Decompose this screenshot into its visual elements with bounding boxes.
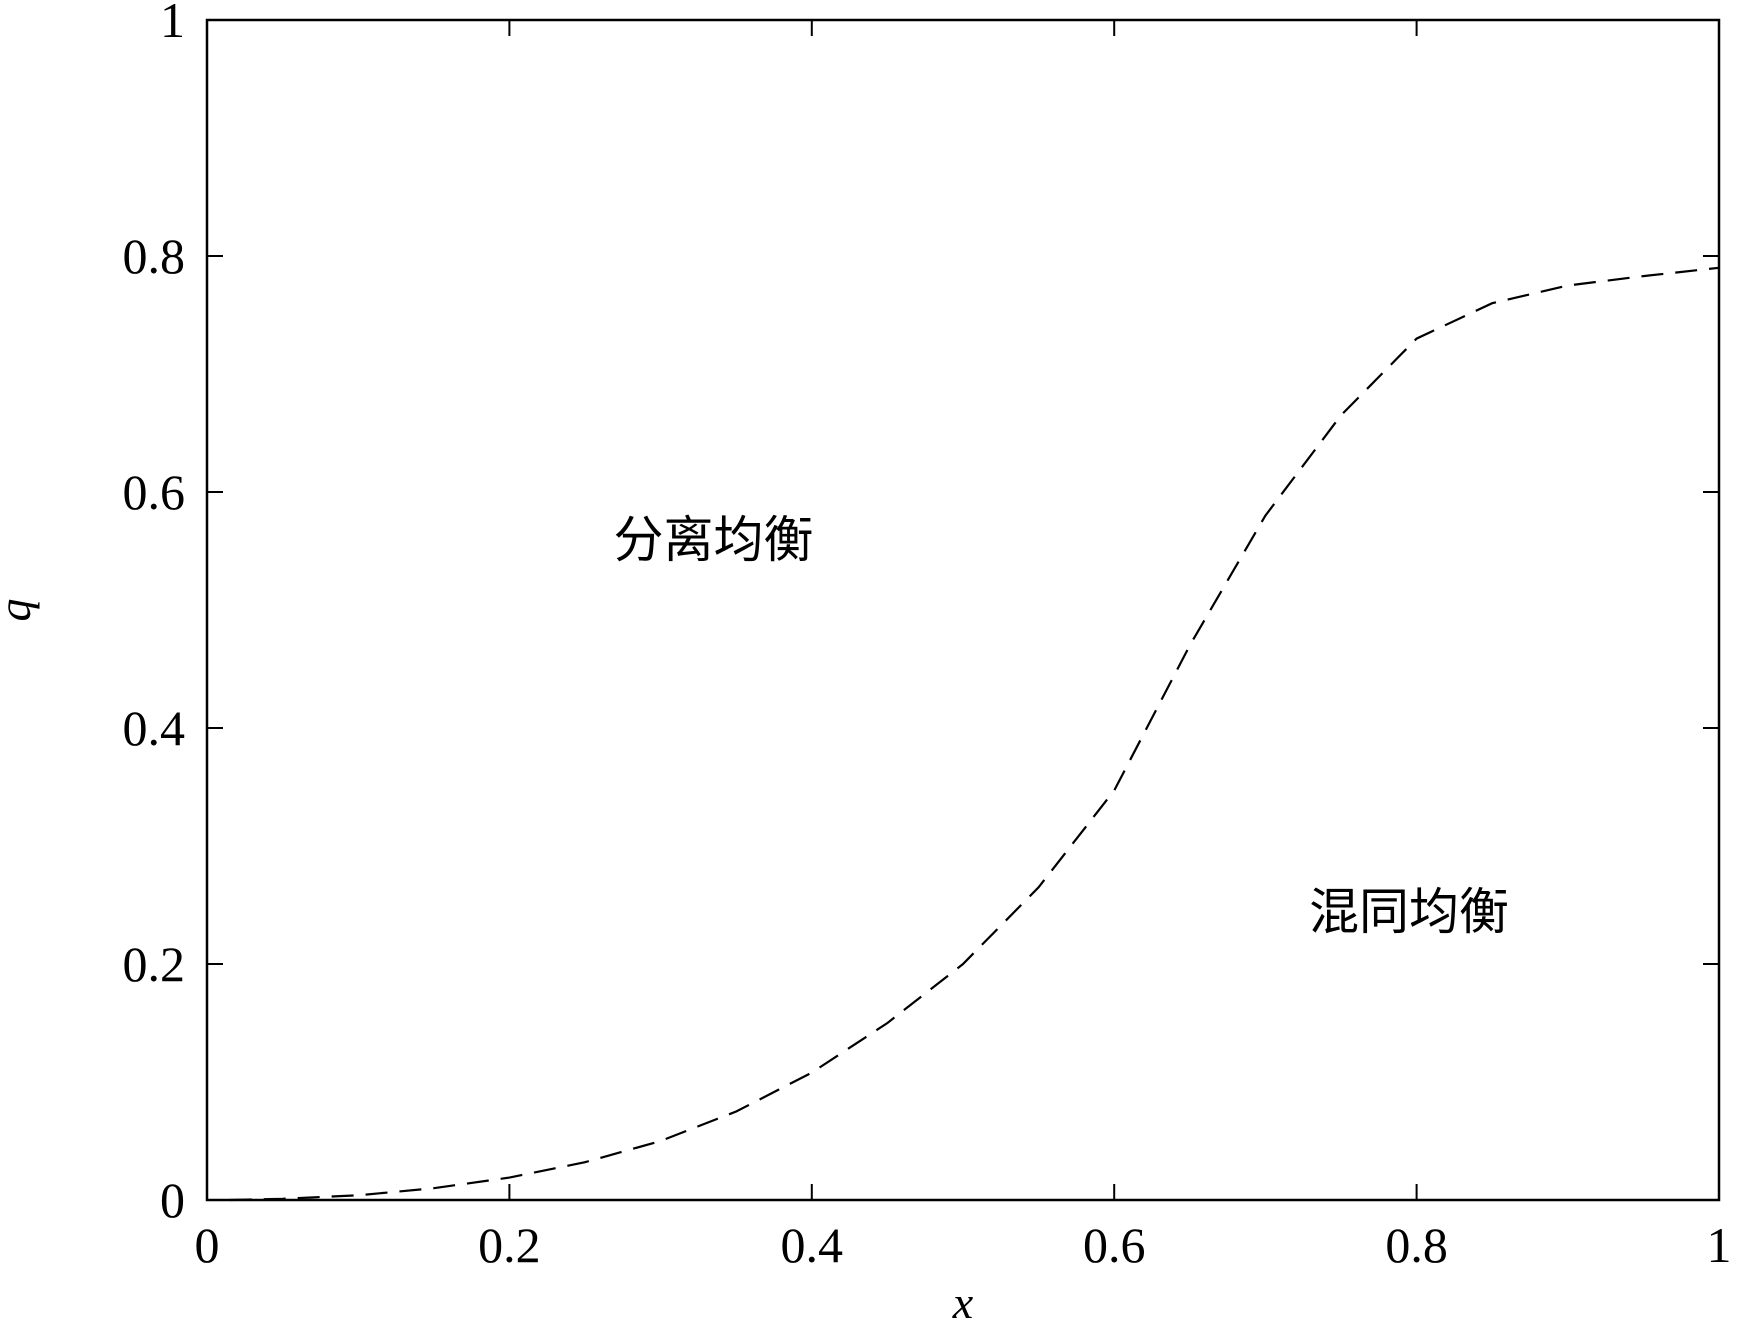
data-line bbox=[229, 266, 1720, 1202]
y-tick-label: 0.2 bbox=[123, 936, 186, 992]
x-axis-title: x bbox=[952, 1277, 974, 1328]
y-tick-label: 0.6 bbox=[123, 464, 186, 520]
annotation: 混同均衡 bbox=[1309, 883, 1509, 941]
x-tick-label: 0.4 bbox=[781, 1217, 844, 1273]
plot-frame bbox=[205, 18, 1721, 1202]
y-tick-label: 0 bbox=[160, 1172, 185, 1228]
y-tick-label: 1 bbox=[160, 0, 185, 48]
y-axis-title: q bbox=[0, 599, 40, 622]
x-tick-label: 0.2 bbox=[478, 1217, 541, 1273]
x-tick-label: 0.8 bbox=[1385, 1217, 1448, 1273]
y-tick-label: 0.8 bbox=[123, 228, 186, 284]
x-tick-label: 0 bbox=[195, 1217, 220, 1273]
annotation: 分离均衡 bbox=[614, 511, 814, 569]
x-tick-label: 1 bbox=[1707, 1217, 1732, 1273]
y-tick-label: 0.4 bbox=[123, 700, 186, 756]
x-tick-label: 0.6 bbox=[1083, 1217, 1146, 1273]
